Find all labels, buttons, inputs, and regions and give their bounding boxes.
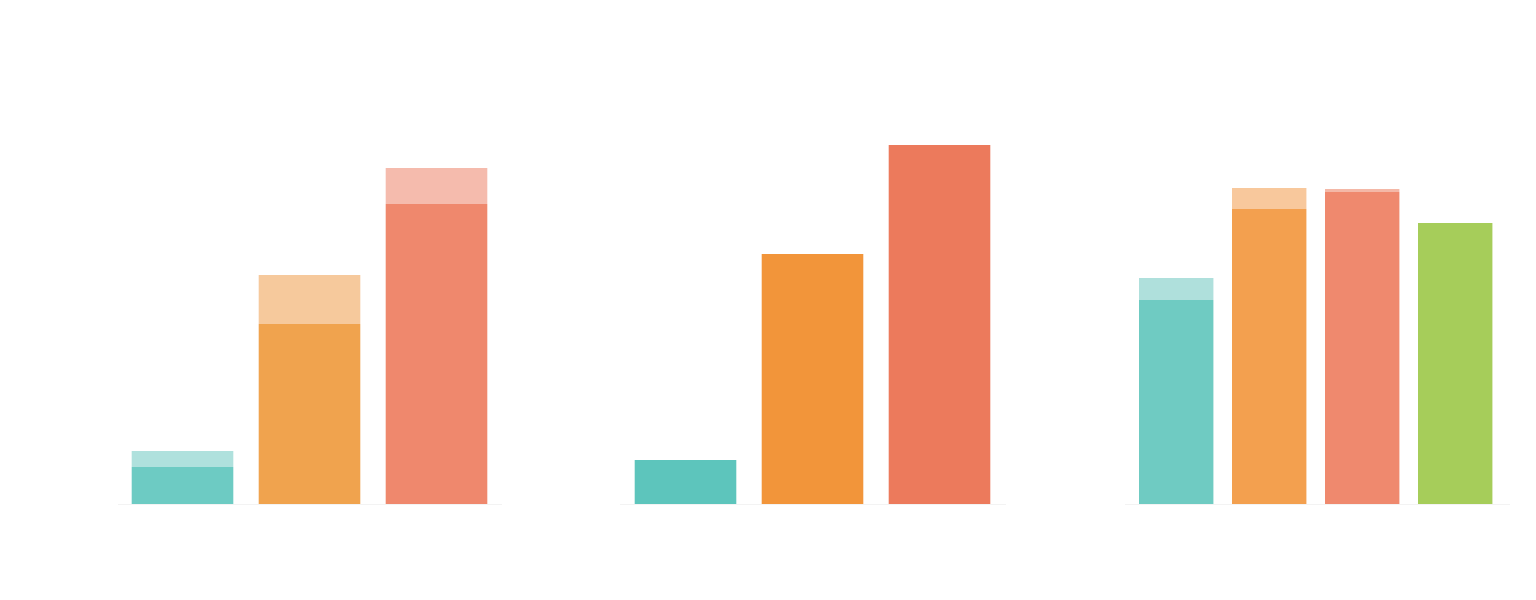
bar-segment	[1232, 209, 1307, 504]
bar-segment	[1418, 223, 1493, 504]
bar-segment	[385, 168, 488, 204]
bar-segment	[1139, 278, 1214, 300]
bar-segment	[1139, 300, 1214, 504]
bar-segment	[258, 324, 361, 504]
bar-segment	[1232, 188, 1307, 209]
bar-segment	[634, 460, 737, 504]
bar-segment	[385, 204, 488, 504]
bar-segment	[258, 275, 361, 324]
bar-segment	[131, 467, 234, 504]
bar-segment	[1325, 192, 1400, 504]
bar-segment	[888, 145, 991, 504]
bar-segment	[1325, 189, 1400, 192]
bar-segment	[761, 254, 864, 504]
bar-segment	[131, 451, 234, 467]
